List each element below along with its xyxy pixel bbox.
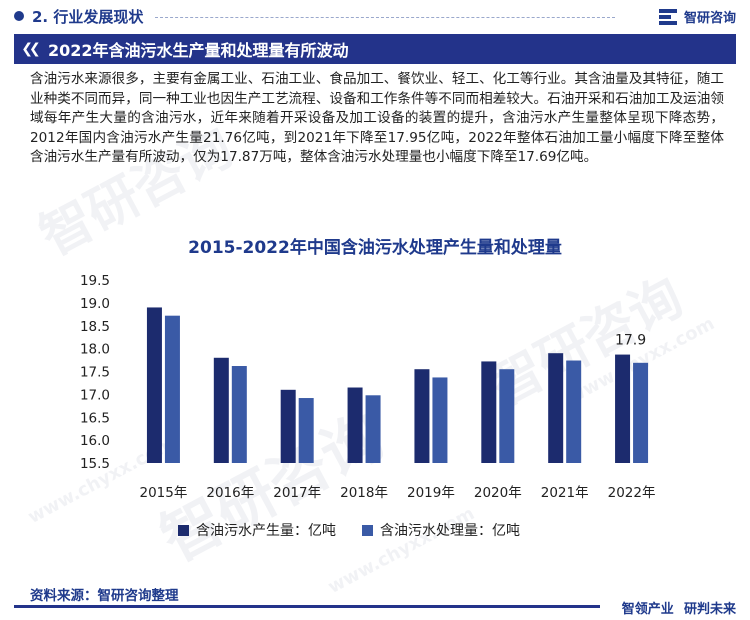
bar-production [347, 387, 363, 463]
y-tick-label: 17.5 [80, 365, 110, 381]
bar-production [414, 369, 430, 463]
data-label: 17.9 [615, 333, 646, 349]
logo: 智研咨询 [658, 5, 736, 27]
banner-title: 2022年含油污水生产量和处理量有所波动 [48, 41, 349, 60]
x-tick-label: 2018年 [340, 485, 388, 501]
bar-production [146, 307, 162, 463]
section-dot-icon [14, 11, 24, 21]
y-tick-label: 16.5 [80, 410, 110, 426]
legend-swatch-production [178, 524, 189, 536]
y-tick-label: 16.0 [80, 433, 110, 449]
top-bar: 2. 行业发展现状 智研咨询 [0, 0, 750, 34]
bar-production [481, 361, 497, 463]
bar-production [213, 357, 229, 463]
footer-brand-a: 智领产业 [621, 602, 674, 617]
bar-treatment [499, 369, 515, 463]
legend-item-treatment: 含油污水处理量：亿吨 [362, 520, 520, 540]
bar-treatment [633, 362, 649, 463]
chart-title: 2015-2022年中国含油污水处理产生量和处理量 [188, 238, 562, 258]
x-tick-label: 2015年 [140, 485, 188, 501]
y-tick-label: 19.5 [80, 273, 110, 289]
divider [155, 17, 615, 18]
bar-production [280, 389, 296, 463]
x-tick-label: 2019年 [407, 485, 455, 501]
logo-icon [658, 7, 679, 25]
bar-treatment [566, 360, 582, 463]
x-tick-label: 2021年 [541, 485, 589, 501]
body-paragraph: 含油污水来源很多，主要有金属工业、石油工业、食品加工、餐饮业、轻工、化工等行业。… [30, 71, 724, 165]
bar-treatment [298, 398, 314, 463]
footer-divider [14, 605, 600, 608]
footer-brand: 智领产业 研判未来 [622, 598, 736, 617]
x-tick-label: 2016年 [206, 485, 254, 501]
footer-brand-b: 研判未来 [683, 602, 736, 617]
y-tick-label: 15.5 [80, 456, 110, 472]
y-tick-label: 17.0 [80, 387, 110, 403]
legend-swatch-treatment [362, 524, 373, 536]
x-tick-label: 2022年 [608, 485, 656, 501]
bar-treatment [164, 315, 180, 463]
y-tick-label: 18.5 [80, 319, 110, 335]
section-title: 2. 行业发展现状 [32, 8, 144, 26]
logo-text: 智研咨询 [683, 10, 736, 26]
y-tick-label: 18.0 [80, 342, 110, 358]
chevron-double-icon: ❮❮ [21, 41, 40, 57]
legend-label-production: 含油污水产生量：亿吨 [196, 523, 336, 539]
y-tick-label: 19.0 [80, 296, 110, 312]
data-source: 资料来源：智研咨询整理 [30, 588, 179, 604]
bar-production [548, 353, 564, 463]
title-banner: ❮❮ 2022年含油污水生产量和处理量有所波动 [14, 34, 736, 64]
bar-treatment [231, 366, 247, 463]
bar-treatment [432, 377, 448, 463]
chart-legend: 含油污水产生量：亿吨 含油污水处理量：亿吨 [178, 520, 520, 540]
bar-treatment [365, 395, 381, 463]
legend-label-treatment: 含油污水处理量：亿吨 [380, 523, 520, 539]
x-tick-label: 2020年 [474, 485, 522, 501]
bar-production [615, 354, 631, 463]
x-tick-label: 2017年 [273, 485, 321, 501]
legend-item-production: 含油污水产生量：亿吨 [178, 520, 336, 540]
